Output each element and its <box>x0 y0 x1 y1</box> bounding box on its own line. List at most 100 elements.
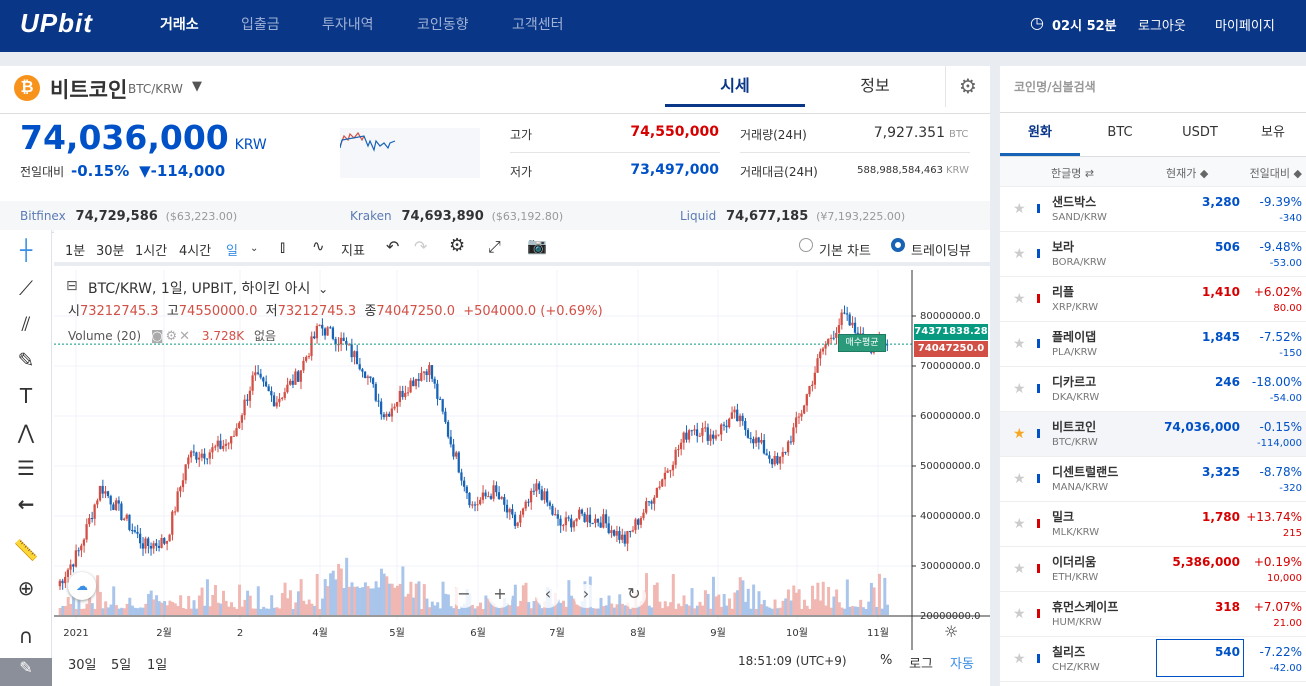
interval-day[interactable]: 일 <box>226 244 238 259</box>
interval-1m[interactable]: 1분 <box>65 244 86 259</box>
fib-icon[interactable]: ⫽ <box>21 312 31 336</box>
range-5d[interactable]: 5일 <box>111 658 132 673</box>
auto-scale-button[interactable]: 자동 <box>950 657 974 672</box>
reset-chart-icon[interactable]: ↻ <box>622 584 646 608</box>
tradingview-label[interactable]: 트레이딩뷰 <box>911 244 971 259</box>
basic-chart-radio[interactable] <box>799 238 813 252</box>
coin-row[interactable]: ★ 보라 BORA/KRW 506 -9.48% -53.00 <box>1000 232 1306 277</box>
sort-price[interactable]: 현재가 ◆ <box>1166 167 1209 180</box>
interval-1h[interactable]: 1시간 <box>135 244 168 259</box>
basic-chart-label[interactable]: 기본 차트 <box>819 244 871 259</box>
interval-chevron-icon[interactable]: ⌄ <box>250 243 259 254</box>
sort-name[interactable]: 한글명 ⇄ <box>1051 167 1095 180</box>
range-30d[interactable]: 30일 <box>68 658 97 673</box>
favorite-star-icon[interactable]: ★ <box>1013 201 1026 217</box>
zoom-in-chart-icon[interactable]: + <box>488 584 512 608</box>
mypage-link[interactable]: 마이페이지 <box>1215 19 1275 34</box>
candlestick-chart[interactable]: 80000000.0 70000000.0 60000000.0 50000000.0… <box>54 270 990 650</box>
coin-row[interactable]: ★ 비트코인 BTC/KRW 74,036,000 -0.15% -114,00… <box>1000 412 1306 457</box>
scroll-right-icon[interactable]: › <box>574 584 598 608</box>
volume-bar <box>136 608 140 615</box>
coin-row[interactable]: ★ 디카르고 DKA/KRW 246 -18.00% -54.00 <box>1000 367 1306 412</box>
indicator-button[interactable]: 지표 <box>341 244 365 259</box>
tradingview-radio[interactable] <box>891 238 905 252</box>
tab-krw[interactable]: 원화 <box>1000 113 1080 156</box>
coin-row[interactable]: ★ 샌드박스 SAND/KRW 3,280 -9.39% -340 <box>1000 187 1306 232</box>
text-icon[interactable]: T <box>19 384 33 408</box>
favorite-star-icon[interactable]: ★ <box>1013 606 1026 622</box>
upbit-logo[interactable]: UPbit <box>20 8 93 38</box>
favorite-star-icon[interactable]: ★ <box>1013 516 1026 532</box>
cloud-icon[interactable]: ☁ <box>68 572 96 600</box>
tab-usdt[interactable]: USDT <box>1182 125 1218 140</box>
scroll-left-icon[interactable]: ‹ <box>536 584 560 608</box>
range-1d[interactable]: 1일 <box>147 658 168 673</box>
volume-controls-icon[interactable]: ◙⚙✕ <box>150 329 193 344</box>
redo-icon[interactable]: ↷ <box>414 237 428 256</box>
coin-row[interactable]: ★ 플레이댑 PLA/KRW 1,845 -7.52% -150 <box>1000 322 1306 367</box>
coin-select-chevron-icon[interactable]: ▼ <box>192 79 202 94</box>
volume-bar <box>690 588 694 615</box>
trendline-icon[interactable]: ⟋ <box>19 276 33 300</box>
settings-icon[interactable]: ⚙ <box>449 235 466 256</box>
pattern-icon[interactable]: ⋀ <box>17 420 35 444</box>
favorite-star-icon[interactable]: ★ <box>1013 381 1026 397</box>
indicator-icon[interactable]: ∿ <box>312 237 325 255</box>
nav-investments[interactable]: 투자내역 <box>322 17 374 33</box>
volume-bar <box>835 589 839 615</box>
candle <box>757 437 760 443</box>
camera-icon[interactable]: 📷 <box>527 236 547 255</box>
volume-bar <box>714 596 718 615</box>
candle-type-icon[interactable]: ⫾ <box>280 237 286 256</box>
favorite-star-icon[interactable]: ★ <box>1013 561 1026 577</box>
coin-row[interactable]: ★ 리플 XRP/KRW 1,410 +6.02% 80.00 <box>1000 277 1306 322</box>
volume-bar <box>580 601 584 615</box>
coin-row[interactable]: ★ 휴먼스케이프 HUM/KRW 318 +7.07% 21.00 <box>1000 592 1306 637</box>
fullscreen-icon[interactable]: ⤢ <box>488 237 501 256</box>
candle <box>441 399 444 412</box>
candle <box>235 428 238 436</box>
tab-info[interactable]: 정보 <box>860 76 890 95</box>
nav-exchange[interactable]: 거래소 <box>160 17 199 33</box>
collapse-legend-icon[interactable]: ⊟ <box>66 278 78 294</box>
prediction-icon[interactable]: ☰ <box>17 456 35 480</box>
percent-scale-button[interactable]: % <box>880 653 893 668</box>
log-scale-button[interactable]: 로그 <box>909 657 933 672</box>
sort-change[interactable]: 전일대비 ◆ <box>1249 167 1302 180</box>
logout-link[interactable]: 로그아웃 <box>1138 19 1186 34</box>
favorite-star-icon[interactable]: ★ <box>1013 426 1026 442</box>
interval-30m[interactable]: 30분 <box>96 244 125 259</box>
favorite-star-icon[interactable]: ★ <box>1013 246 1026 262</box>
coin-row[interactable]: ★ 디센트럴랜드 MANA/KRW 3,325 -8.78% -320 <box>1000 457 1306 502</box>
back-arrow-icon[interactable]: ← <box>17 492 35 516</box>
interval-4h[interactable]: 4시간 <box>179 244 212 259</box>
gear-icon[interactable]: ⚙ <box>945 66 990 107</box>
search-input[interactable]: 코인명/심볼검색 <box>1014 80 1096 94</box>
zoom-in-icon[interactable]: ⊕ <box>17 576 35 600</box>
change-value: +504000.0 (+0.69%) <box>463 304 603 319</box>
nav-trends[interactable]: 코인동향 <box>417 17 469 33</box>
nav-support[interactable]: 고객센터 <box>512 17 564 33</box>
brush-icon[interactable]: ✎ <box>17 348 35 372</box>
magnet-icon[interactable]: ∩ <box>18 624 34 648</box>
candle <box>489 496 493 499</box>
candle <box>781 451 784 457</box>
nav-deposit[interactable]: 입출금 <box>241 17 280 33</box>
lock-drawing-icon[interactable]: ✎ <box>0 658 52 686</box>
tab-btc[interactable]: BTC <box>1107 125 1133 140</box>
ruler-icon[interactable]: 📏 <box>13 538 39 562</box>
legend-chevron-icon[interactable]: ⌄ <box>318 282 329 296</box>
favorite-star-icon[interactable]: ★ <box>1013 336 1026 352</box>
crosshair-icon[interactable]: ┼ <box>19 238 33 262</box>
tab-holdings[interactable]: 보유 <box>1261 125 1285 140</box>
coin-row[interactable]: ★ 칠리즈 CHZ/KRW 540 -7.22% -42.00 <box>1000 637 1306 682</box>
tab-price[interactable]: 시세 <box>665 66 805 107</box>
favorite-star-icon[interactable]: ★ <box>1013 471 1026 487</box>
coin-row[interactable]: ★ 밀크 MLK/KRW 1,780 +13.74% 215 <box>1000 502 1306 547</box>
undo-icon[interactable]: ↶ <box>386 237 400 256</box>
coin-row[interactable]: ★ 이더리움 ETH/KRW 5,386,000 +0.19% 10,000 <box>1000 547 1306 592</box>
zoom-out-icon[interactable]: − <box>452 584 476 608</box>
axis-settings-icon[interactable]: ☼ <box>944 622 959 641</box>
favorite-star-icon[interactable]: ★ <box>1013 291 1026 307</box>
favorite-star-icon[interactable]: ★ <box>1013 651 1026 667</box>
